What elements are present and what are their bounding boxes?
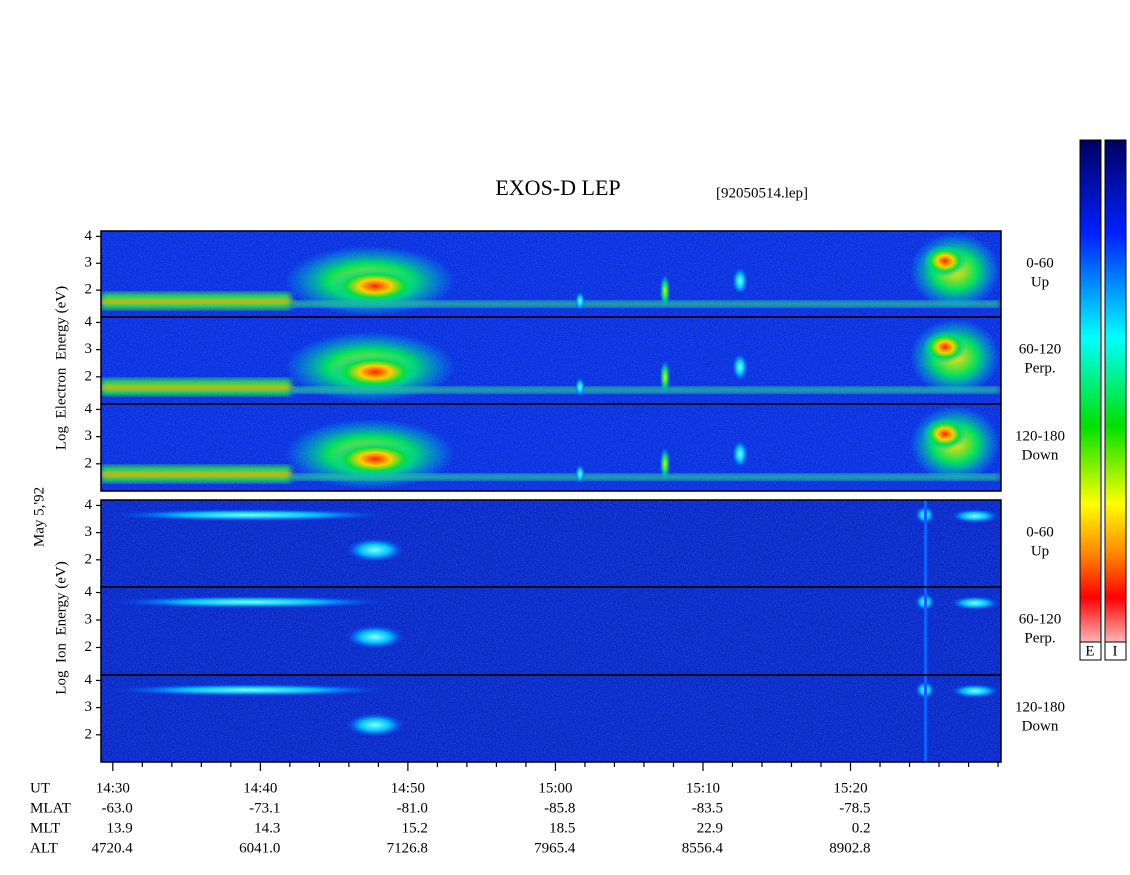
panel-label: Up: [1031, 274, 1049, 290]
y-tick-label: 2: [85, 551, 93, 567]
colorbar-label: I: [1113, 643, 1118, 659]
footer-row-name: MLT: [30, 820, 60, 836]
footer-value: 8902.8: [829, 840, 870, 856]
footer-row-name: MLAT: [30, 800, 71, 816]
panel-label: Perp.: [1024, 360, 1055, 376]
y-tick-label: 2: [85, 282, 93, 298]
footer-value: 15.2: [402, 820, 428, 836]
footer-value: 22.9: [697, 820, 723, 836]
y-tick-label: 2: [85, 455, 93, 471]
footer-value: 0.2: [852, 820, 871, 836]
footer-value: 4720.4: [92, 840, 134, 856]
footer-value: -85.8: [544, 800, 575, 816]
footer-value: 13.9: [107, 820, 133, 836]
file-name: [92050514.lep]: [716, 185, 808, 201]
ion-axis-label: Log Ion Energy (eV): [53, 561, 69, 694]
footer-value: 18.5: [549, 820, 575, 836]
footer-value: -83.5: [692, 800, 723, 816]
y-tick-label: 3: [85, 699, 93, 715]
x-tick-label: 15:10: [686, 780, 720, 796]
panel-label: 0-60: [1026, 524, 1054, 540]
electron-axis-label: Log Electron Energy (eV): [53, 286, 69, 450]
y-tick-label: 3: [85, 341, 93, 357]
y-tick-label: 4: [85, 314, 93, 330]
panel-label: 60-120: [1019, 341, 1062, 357]
date-label: May 5,'92: [31, 487, 47, 547]
panel-label: 120-180: [1015, 428, 1065, 444]
panel-frame: [100, 674, 1002, 763]
panel-frame: [100, 403, 1002, 492]
y-tick-label: 4: [85, 497, 93, 513]
footer-row-name: ALT: [30, 840, 58, 856]
footer-value: 7965.4: [534, 840, 576, 856]
panel-label: Perp.: [1024, 630, 1055, 646]
footer-value: 6041.0: [239, 840, 280, 856]
colorbar-box: [1079, 641, 1102, 661]
y-tick-label: 4: [85, 672, 93, 688]
footer-value: -73.1: [249, 800, 280, 816]
footer-value: -78.5: [839, 800, 870, 816]
x-tick-label: 14:50: [391, 780, 425, 796]
x-tick-label: 14:30: [96, 780, 130, 796]
spectrogram: [101, 500, 1001, 587]
y-tick-label: 3: [85, 255, 93, 271]
x-tick-label: 15:00: [538, 780, 572, 796]
y-tick-label: 3: [85, 524, 93, 540]
colorbars: E I: [1079, 139, 1127, 661]
spectrogram: [101, 231, 1001, 317]
footer-value: -81.0: [397, 800, 428, 816]
footer-value: 8556.4: [682, 840, 724, 856]
spectrogram: [101, 404, 1001, 491]
spectrogram: [101, 675, 1001, 762]
footer-row-name: UT: [30, 780, 50, 796]
x-tick-label: 15:20: [833, 780, 867, 796]
panel-label: Up: [1031, 543, 1049, 559]
y-tick-label: 4: [85, 401, 93, 417]
spectrogram: [101, 587, 1001, 675]
panel-label: 60-120: [1019, 611, 1062, 627]
colorbar-box: [1104, 641, 1127, 661]
colorbar: [1079, 139, 1102, 661]
y-tick-label: 3: [85, 611, 93, 627]
footer-value: 7126.8: [387, 840, 428, 856]
y-tick-label: 2: [85, 639, 93, 655]
y-tick-label: 4: [85, 584, 93, 600]
panel-label: Down: [1022, 718, 1059, 734]
x-tick-label: 14:40: [243, 780, 277, 796]
panel-label: Down: [1022, 447, 1059, 463]
panel-label: 120-180: [1015, 699, 1065, 715]
chart-title: EXOS-D LEP: [495, 175, 620, 200]
y-tick-label: 4: [85, 228, 93, 244]
colorbar: [1104, 139, 1127, 661]
footer-value: -63.0: [102, 800, 133, 816]
footer-value: 14.3: [254, 820, 280, 836]
y-tick-label: 2: [85, 368, 93, 384]
y-tick-label: 2: [85, 726, 93, 742]
panel-label: 0-60: [1026, 255, 1054, 271]
colorbar-label: E: [1085, 643, 1094, 659]
spectrogram: [101, 317, 1001, 404]
y-tick-label: 3: [85, 428, 93, 444]
